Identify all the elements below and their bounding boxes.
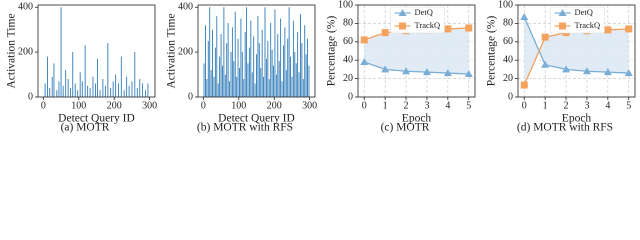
marker	[624, 69, 633, 77]
y-tick-label: 80	[343, 18, 353, 29]
marker	[360, 58, 369, 66]
axes-frame	[357, 4, 476, 98]
marker	[381, 65, 390, 73]
caption: (b) MOTR with RFS	[197, 122, 293, 134]
x-axis-label: Epoch	[562, 113, 592, 125]
x-tick-label: 1	[543, 100, 548, 111]
y-tick-label: 20	[343, 73, 353, 84]
x-axis-label: Epoch	[402, 113, 432, 125]
legend-marker	[398, 9, 407, 16]
x-axis-label: Detect Query ID	[218, 113, 295, 125]
page: 0 200 400 0 100 200 300 Detect Query ID Activati…	[5, 0, 636, 134]
y-tick-label: 0	[188, 91, 193, 102]
marker	[444, 25, 452, 33]
y-tick-label: 400	[178, 2, 193, 13]
y-tick-label: 0	[28, 91, 33, 102]
y-axis-label: Percentage (%)	[326, 16, 338, 87]
marker	[465, 24, 473, 32]
axes-frame	[197, 4, 316, 98]
marker	[603, 68, 612, 76]
marker	[422, 68, 431, 76]
caption: (c) MOTR	[381, 122, 430, 134]
x-tick-label: 200	[107, 100, 122, 111]
legend-label: DetQ	[575, 7, 593, 17]
marker	[443, 69, 452, 77]
legend-marker	[558, 9, 567, 16]
legend-marker	[399, 22, 406, 30]
marker	[520, 12, 529, 20]
legend-label: TrackQ	[415, 20, 441, 30]
x-tick-label: 5	[626, 100, 631, 111]
x-tick-label: 2	[404, 100, 409, 111]
marker	[381, 29, 389, 37]
shaded-region	[524, 16, 629, 86]
x-tick-label: 300	[302, 100, 317, 111]
y-tick-label: 80	[503, 18, 513, 29]
y-tick-label: 60	[503, 36, 513, 47]
y-tick-label: 200	[178, 46, 193, 57]
marker	[520, 81, 528, 89]
x-tick-label: 0	[522, 100, 527, 111]
panel: 0 20 40 60 80 100 0 1 2 3 4 5 Epoch Percentage (%) (d)…	[486, 0, 636, 134]
panel: 0 200 400 0 100 200 300 Detect Query ID Activati…	[166, 2, 318, 134]
x-tick-label: 0	[362, 100, 367, 111]
x-tick-label: 300	[142, 100, 157, 111]
x-tick-label: 5	[466, 100, 471, 111]
x-tick-label: 200	[267, 100, 282, 111]
x-tick-label: 4	[445, 100, 450, 111]
y-axis-label: Activation Time	[6, 13, 18, 88]
legend-label: TrackQ	[575, 20, 601, 30]
axes-frame	[37, 4, 156, 98]
panel: 0 20 40 60 80 100 0 1 2 3 4 5 Epoch Percentage (%) (c)…	[326, 0, 476, 134]
x-tick-label: 0	[41, 100, 46, 111]
y-tick-label: 0	[348, 91, 353, 102]
y-tick-label: 100	[338, 0, 353, 10]
caption: (d) MOTR with RFS	[517, 122, 613, 134]
y-tick-label: 60	[343, 36, 353, 47]
x-tick-label: 1	[383, 100, 388, 111]
y-tick-label: 40	[343, 54, 353, 65]
panel: 0 200 400 0 100 200 300 Detect Query ID Activati…	[6, 2, 158, 134]
y-tick-label: 40	[503, 54, 513, 65]
marker	[402, 67, 411, 75]
marker	[541, 33, 549, 41]
x-tick-label: 100	[231, 100, 246, 111]
caption: (a) MOTR	[61, 122, 110, 134]
marker	[582, 67, 591, 75]
y-axis-label: Percentage (%)	[486, 16, 498, 87]
marker	[625, 25, 633, 33]
y-axis-label: Activation Time	[166, 13, 178, 88]
x-tick-label: 4	[605, 100, 610, 111]
marker	[562, 65, 571, 73]
x-axis-label: Detect Query ID	[58, 113, 135, 125]
x-tick-label: 3	[584, 100, 589, 111]
axes-frame	[517, 4, 636, 98]
x-tick-label: 2	[564, 100, 569, 111]
series-line	[364, 61, 469, 75]
marker	[360, 36, 368, 44]
shaded-region	[364, 28, 469, 74]
x-tick-label: 3	[424, 100, 429, 111]
x-tick-label: 0	[201, 100, 206, 111]
series-line	[523, 16, 629, 74]
marker	[464, 70, 473, 77]
y-tick-label: 100	[498, 0, 513, 10]
legend-label: DetQ	[415, 7, 433, 17]
y-tick-label: 0	[508, 91, 513, 102]
marker	[541, 60, 550, 68]
x-tick-label: 100	[71, 100, 86, 111]
legend-marker	[559, 22, 566, 30]
y-tick-label: 400	[18, 2, 33, 13]
marker	[604, 26, 612, 34]
y-tick-label: 200	[18, 46, 33, 57]
y-tick-label: 20	[503, 73, 513, 84]
